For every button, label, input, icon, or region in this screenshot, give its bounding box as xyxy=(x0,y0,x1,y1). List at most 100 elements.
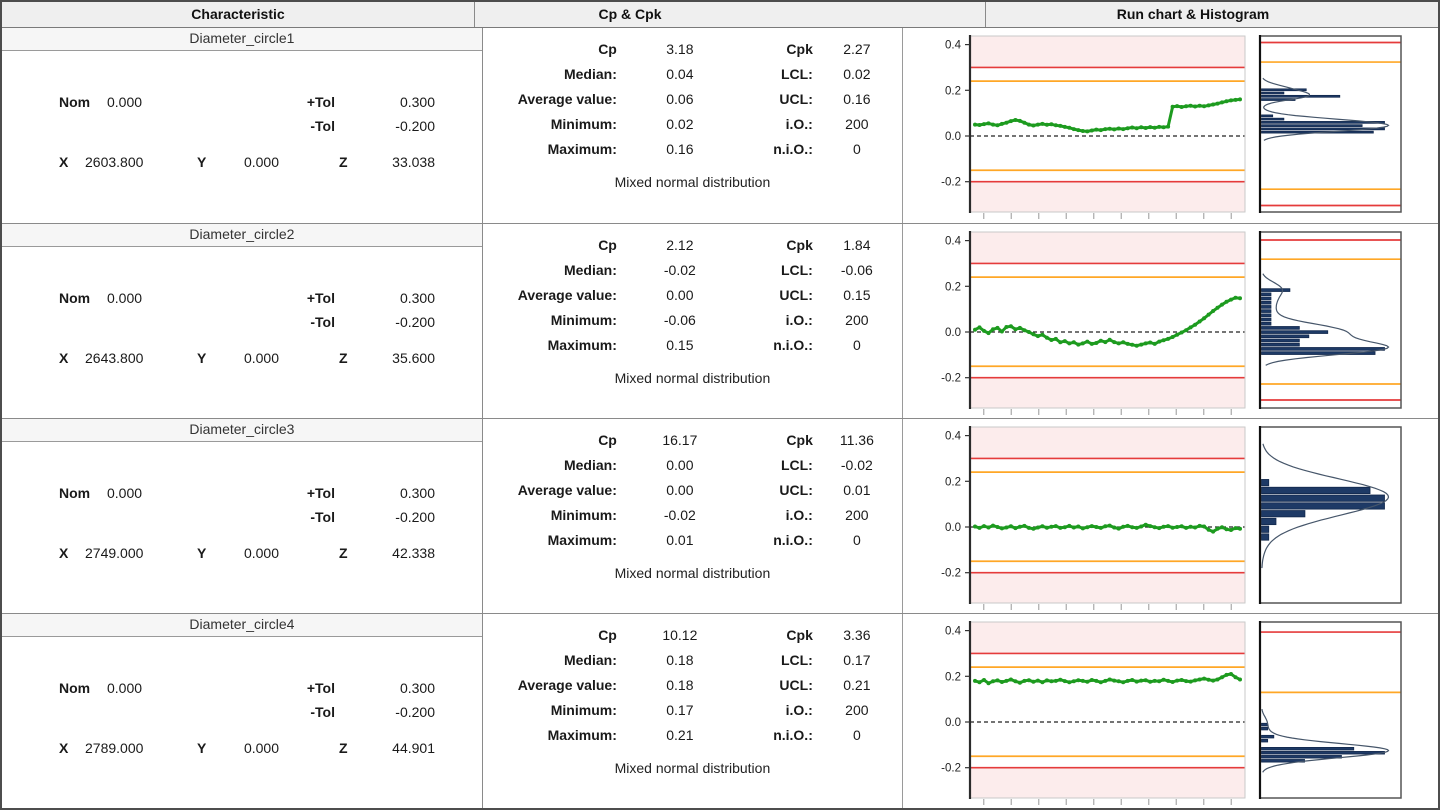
nominal-label: Nom xyxy=(59,290,91,306)
plus-tol-label: +Tol xyxy=(306,680,335,696)
svg-text:0.4: 0.4 xyxy=(945,236,962,248)
stat-line-average: Average value: 0.06 UCL: 0.16 xyxy=(483,91,902,109)
io-label: i.O.: xyxy=(785,702,813,718)
lcl-label: LCL: xyxy=(780,262,813,278)
y-value: 0.000 xyxy=(243,740,279,756)
average-label: Average value: xyxy=(517,287,617,303)
stat-line-minimum: Minimum: 0.17 i.O.: 200 xyxy=(483,702,902,720)
median-value: -0.02 xyxy=(663,262,696,278)
characteristic-name: Diameter_circle2 xyxy=(2,224,482,247)
stat-line-median: Median: 0.04 LCL: 0.02 xyxy=(483,66,902,84)
y-value: 0.000 xyxy=(243,545,279,561)
svg-text:0.0: 0.0 xyxy=(945,522,961,534)
run-chart-and-histogram: 0.4 0.2 0.0 -0.2 xyxy=(941,231,1402,415)
lcl-value: -0.06 xyxy=(840,262,873,278)
lcl-value: 0.17 xyxy=(843,652,871,668)
ucl-label: UCL: xyxy=(779,677,813,693)
svg-text:0.2: 0.2 xyxy=(945,476,961,488)
distribution-model-label: Mixed normal distribution xyxy=(614,370,771,386)
maximum-label: Maximum: xyxy=(547,337,617,353)
minus-tol-value: -0.200 xyxy=(395,118,435,134)
run-chart-histogram-panel: 0.4 0.2 0.0 -0.2 xyxy=(903,224,1438,418)
nio-label: n.i.O.: xyxy=(773,727,813,743)
maximum-value: 0.21 xyxy=(666,727,694,743)
stat-line-maximum: Maximum: 0.15 n.i.O.: 0 xyxy=(483,337,902,355)
x-label: X xyxy=(59,154,69,170)
plus-tol-value: 0.300 xyxy=(399,94,435,110)
ucl-label: UCL: xyxy=(779,482,813,498)
minus-tol-value: -0.200 xyxy=(395,704,435,720)
run-chart-and-histogram: 0.4 0.2 0.0 -0.2 xyxy=(941,35,1402,219)
nio-value: 0 xyxy=(852,141,861,157)
nominal-label: Nom xyxy=(59,94,91,110)
minimum-value: 0.17 xyxy=(666,702,694,718)
minimum-value: -0.06 xyxy=(663,312,696,328)
cp-cpk-panel: Cp 16.17 Cpk 11.36 Median: 0.00 LCL: -0.… xyxy=(483,419,903,613)
median-value: 0.00 xyxy=(666,457,694,473)
header-cp-cpk: Cp & Cpk xyxy=(475,2,986,27)
maximum-value: 0.01 xyxy=(666,532,694,548)
minimum-label: Minimum: xyxy=(550,116,617,132)
y-value: 0.000 xyxy=(243,154,279,170)
cp-cpk-panel: Cp 2.12 Cpk 1.84 Median: -0.02 LCL: -0.0… xyxy=(483,224,903,418)
svg-text:0.2: 0.2 xyxy=(945,671,961,683)
z-label: Z xyxy=(339,154,348,170)
maximum-value: 0.15 xyxy=(666,337,694,353)
cpk-label: Cpk xyxy=(786,41,813,57)
median-value: 0.18 xyxy=(666,652,694,668)
nio-value: 0 xyxy=(852,727,861,743)
cp-cpk-panel: Cp 10.12 Cpk 3.36 Median: 0.18 LCL: 0.17… xyxy=(483,614,903,808)
run-chart-and-histogram: 0.4 0.2 0.0 -0.2 xyxy=(941,621,1402,805)
z-label: Z xyxy=(339,740,348,756)
svg-text:0.4: 0.4 xyxy=(945,431,962,443)
cpk-value: 2.27 xyxy=(843,41,871,57)
io-value: 200 xyxy=(845,507,869,523)
run-chart-histogram-panel: 0.4 0.2 0.0 -0.2 xyxy=(903,28,1438,223)
stat-line-cp: Cp 16.17 Cpk 11.36 xyxy=(483,432,902,450)
stat-line-median: Median: 0.18 LCL: 0.17 xyxy=(483,652,902,670)
average-value: 0.18 xyxy=(666,677,694,693)
minimum-value: 0.02 xyxy=(666,116,694,132)
y-label: Y xyxy=(197,154,207,170)
plus-tol-value: 0.300 xyxy=(399,680,435,696)
nominal-label: Nom xyxy=(59,485,91,501)
minimum-label: Minimum: xyxy=(550,312,617,328)
average-value: 0.06 xyxy=(666,91,694,107)
x-label: X xyxy=(59,545,69,561)
average-label: Average value: xyxy=(517,91,617,107)
lcl-label: LCL: xyxy=(780,457,813,473)
stat-line-maximum: Maximum: 0.16 n.i.O.: 0 xyxy=(483,141,902,159)
cp-value: 3.18 xyxy=(666,41,694,57)
svg-text:0.2: 0.2 xyxy=(945,85,961,97)
run-chart-histogram-panel: 0.4 0.2 0.0 -0.2 xyxy=(903,614,1438,808)
y-label: Y xyxy=(197,350,207,366)
plus-tol-label: +Tol xyxy=(306,94,335,110)
characteristic-panel: Diameter_circle4 Nom 0.000 +Tol 0.300 -T… xyxy=(2,614,483,808)
average-label: Average value: xyxy=(517,677,617,693)
lcl-label: LCL: xyxy=(780,652,813,668)
minimum-label: Minimum: xyxy=(550,507,617,523)
median-label: Median: xyxy=(563,652,617,668)
io-value: 200 xyxy=(845,312,869,328)
minus-tol-label: -Tol xyxy=(310,509,335,525)
plus-tol-label: +Tol xyxy=(306,485,335,501)
characteristic-row: Diameter_circle3 Nom 0.000 +Tol 0.300 -T… xyxy=(2,418,1438,613)
nominal-label: Nom xyxy=(59,680,91,696)
x-value: 2643.800 xyxy=(85,350,144,366)
cpk-label: Cpk xyxy=(786,432,813,448)
run-chart-and-histogram: 0.4 0.2 0.0 -0.2 xyxy=(941,426,1402,610)
stat-line-maximum: Maximum: 0.21 n.i.O.: 0 xyxy=(483,727,902,745)
median-label: Median: xyxy=(563,66,617,82)
minus-tol-label: -Tol xyxy=(310,314,335,330)
cp-label: Cp xyxy=(598,432,617,448)
y-label: Y xyxy=(197,740,207,756)
cpk-label: Cpk xyxy=(786,237,813,253)
io-label: i.O.: xyxy=(785,312,813,328)
svg-text:0.0: 0.0 xyxy=(945,131,961,143)
ucl-value: 0.15 xyxy=(843,287,871,303)
cpk-value: 3.36 xyxy=(843,627,871,643)
distribution-model-label: Mixed normal distribution xyxy=(614,174,771,190)
stat-line-median: Median: -0.02 LCL: -0.06 xyxy=(483,262,902,280)
svg-text:-0.2: -0.2 xyxy=(941,763,961,775)
ucl-label: UCL: xyxy=(779,287,813,303)
